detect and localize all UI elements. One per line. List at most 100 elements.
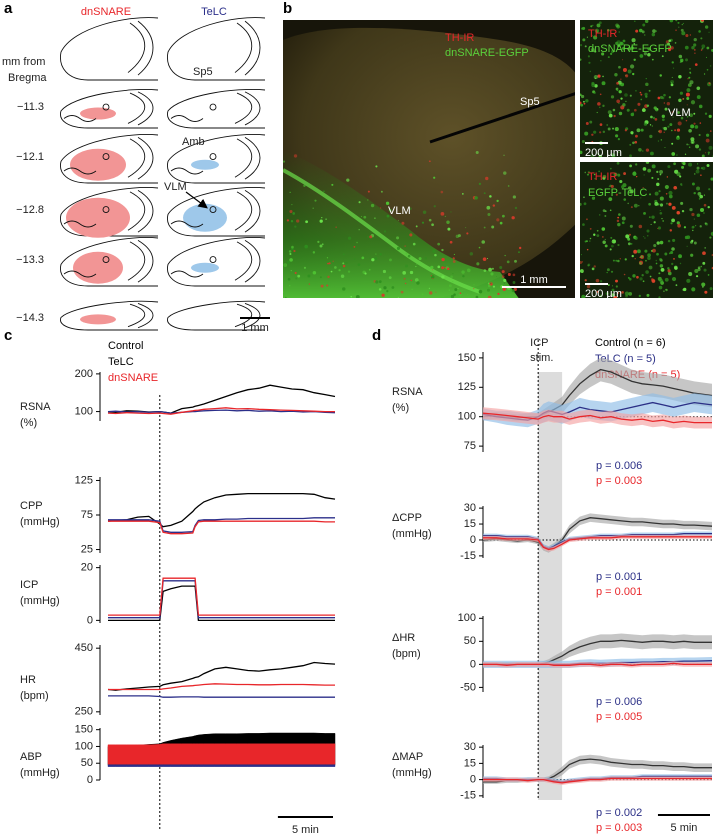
speckle [491,225,495,229]
speckle [671,218,675,223]
speckle [659,264,664,268]
speckle [622,59,624,61]
speckle [501,275,505,279]
speckle [691,45,695,50]
speckle [685,58,688,62]
speckle [677,121,682,126]
speckle [606,28,610,32]
annotation: Sp5 [193,66,213,78]
speckle [688,76,691,79]
speckle [432,249,436,253]
speckle [665,288,667,291]
y-axis-label: RSNA [20,401,51,413]
speckle [381,293,385,297]
speckle [617,292,620,295]
speckle [660,268,665,272]
speckle [589,120,593,124]
speckle [640,98,643,101]
speckle [610,270,614,273]
speckle [375,253,377,255]
section-outline [60,17,159,81]
speckle [587,263,591,267]
speckle [634,20,636,22]
speckle [673,185,677,190]
speckle [659,279,664,283]
speckle [623,198,627,201]
speckle [312,251,316,254]
speckle [640,93,643,96]
speckle [673,67,675,69]
speckle [296,219,300,223]
speckle [397,219,400,222]
speckle [448,284,452,288]
speckle [283,160,286,163]
speckle [676,128,681,132]
speckle [289,209,293,214]
speckle [487,282,490,285]
speckle [593,265,596,268]
speckle [709,287,713,291]
speckle [619,179,623,184]
speckle [587,55,590,58]
speckle [615,279,618,283]
speckle [499,265,503,269]
speckle [647,47,651,51]
speckle [672,116,674,118]
y-axis-label: (bpm) [392,648,421,660]
speckle [599,123,603,126]
speckle [594,50,597,53]
speckle [385,201,390,206]
speckle [590,47,595,52]
speckle [641,150,644,152]
micrograph [580,20,713,157]
speckle [691,141,694,144]
speckle [606,271,608,274]
speckle [441,275,445,279]
speckle [478,182,482,185]
speckle [612,259,615,262]
sem-band [483,661,712,668]
speckle [421,221,425,224]
speckle [446,267,450,271]
speckle [335,226,337,228]
speckle [589,237,592,240]
speckle [665,192,668,195]
speckle [602,240,606,244]
speckle [609,209,612,212]
speckle [703,268,707,272]
speckle [383,230,387,233]
speckle [692,229,694,232]
speckle [659,257,663,261]
speckle [708,188,711,191]
speckle [639,256,641,259]
speckle [643,34,646,36]
nucleus [209,256,217,264]
speckle [708,31,710,33]
speckle [696,166,700,170]
injection-area [191,262,219,273]
stimulus-window [538,372,563,800]
speckle [611,288,615,292]
sem-band [483,754,712,784]
speckle [665,202,668,205]
speckle [656,170,659,173]
speckle [704,222,707,225]
speckle [709,236,712,239]
speckle [688,108,691,111]
speckle [411,288,413,291]
speckle [616,82,619,85]
speckle [634,236,638,240]
speckle [602,130,606,134]
speckle [617,243,620,247]
y-axis-label: (mmHg) [392,528,432,540]
charts: cControlTeLCdnSNARE100200RSNA(%)2575125C… [4,327,713,835]
speckle [700,20,705,22]
speckle [319,244,323,248]
speckle [695,169,700,174]
speckle [607,284,610,286]
speckle [620,97,623,100]
speckle [514,259,517,263]
speckle [358,201,361,204]
speckle [646,229,650,233]
speckle [375,280,379,284]
